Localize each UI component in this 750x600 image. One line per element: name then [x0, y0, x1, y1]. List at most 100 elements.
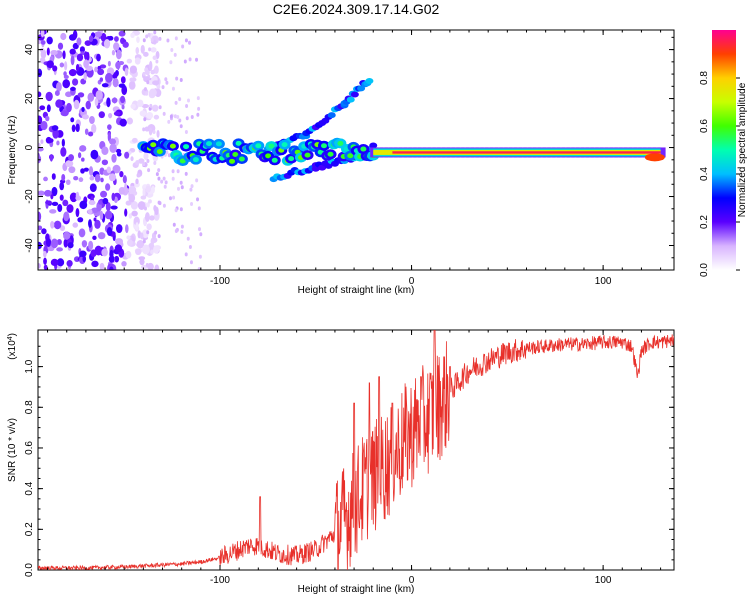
noise-cell — [148, 199, 152, 204]
noise-cell — [99, 64, 107, 69]
drift-cell — [327, 112, 336, 119]
noise-cell — [114, 255, 120, 263]
noise-cell — [119, 170, 124, 178]
noise-cell — [184, 130, 188, 135]
noise-cell — [38, 91, 42, 98]
noise-cell — [198, 254, 202, 259]
noise-cell — [183, 59, 187, 64]
noise-cell — [109, 138, 117, 145]
signal-cell — [150, 142, 157, 148]
noise-cell — [179, 207, 183, 212]
noise-cell — [122, 41, 129, 48]
noise-cell — [130, 201, 139, 210]
noise-cell — [50, 238, 59, 249]
noise-cell — [141, 103, 150, 109]
noise-cell — [40, 120, 48, 131]
noise-cell — [197, 266, 201, 270]
noise-cell — [171, 169, 175, 174]
noise-cell — [101, 248, 108, 257]
noise-cell — [179, 77, 183, 82]
noise-cell — [143, 117, 147, 122]
noise-cell — [130, 156, 134, 162]
noise-cell — [59, 62, 65, 68]
noise-cell — [163, 184, 167, 189]
signal-cell — [265, 153, 272, 159]
noise-cell — [43, 176, 48, 182]
signal-cell — [238, 156, 245, 162]
noise-cell — [135, 248, 142, 256]
noise-cell — [43, 264, 48, 270]
noise-cell — [157, 200, 161, 205]
noise-cell — [197, 227, 201, 232]
noise-cell — [38, 147, 44, 152]
noise-cell — [148, 60, 153, 71]
noise-cell — [146, 230, 150, 235]
noise-cell — [113, 42, 120, 51]
noise-cell — [99, 262, 105, 270]
noise-cell — [89, 175, 95, 181]
noise-cell — [138, 158, 145, 164]
drift-cell — [324, 162, 333, 169]
noise-cell — [158, 105, 162, 110]
noise-cell — [153, 30, 157, 35]
noise-cell — [62, 199, 69, 207]
noise-cell — [88, 240, 94, 251]
noise-cell — [149, 215, 155, 221]
noise-cell — [78, 228, 86, 238]
signal-cell — [281, 142, 288, 148]
noise-cell — [140, 257, 145, 263]
noise-cell — [56, 258, 65, 267]
noise-cell — [196, 197, 200, 202]
noise-cell — [81, 106, 85, 113]
noise-cell — [196, 112, 200, 117]
colorbar-tick-label: 0.8 — [699, 71, 710, 85]
noise-cell — [153, 245, 160, 254]
noise-cell — [70, 86, 76, 91]
noise-cell — [94, 219, 101, 229]
noise-cell — [180, 229, 184, 234]
signal-cell — [271, 157, 278, 163]
noise-cell — [190, 184, 194, 189]
noise-cell — [139, 232, 144, 240]
signal-cell — [215, 141, 222, 147]
noise-cell — [48, 138, 54, 143]
drift-cell — [350, 91, 359, 98]
noise-cell — [147, 168, 151, 173]
signal-cell — [255, 143, 262, 149]
noise-cell — [68, 154, 74, 162]
noise-cell — [59, 182, 65, 191]
noise-cell — [133, 216, 140, 226]
noise-cell — [67, 242, 74, 249]
noise-cell — [103, 39, 111, 49]
noise-cell — [150, 249, 154, 255]
noise-cell — [184, 38, 188, 43]
noise-cell — [156, 129, 160, 138]
noise-cell — [63, 71, 67, 77]
noise-cell — [167, 153, 171, 158]
snr-x-ticks: -100 0 100 — [47, 330, 662, 586]
noise-cell — [100, 177, 104, 183]
spectrogram-panel: -100 0 100 -40 -20 0 20 40 Height of straight … — [7, 29, 675, 296]
noise-cell — [146, 223, 152, 231]
noise-cell — [110, 205, 118, 210]
noise-cell — [165, 80, 169, 85]
noise-cell — [124, 151, 130, 159]
noise-cell — [147, 32, 151, 37]
noise-cell — [106, 166, 112, 174]
signal-cell — [232, 151, 239, 157]
noise-cell — [154, 230, 158, 235]
signal-cell — [183, 144, 190, 150]
noise-cell — [155, 172, 159, 177]
figure-title: C2E6.2024.309.17.14.G02 — [273, 1, 440, 17]
noise-cell — [186, 98, 190, 103]
noise-cell — [157, 234, 161, 239]
noise-cell — [88, 219, 92, 228]
noise-cell — [144, 212, 150, 222]
noise-cell — [45, 91, 53, 102]
noise-cell — [38, 154, 42, 164]
noise-cell — [140, 195, 147, 200]
noise-cell — [46, 47, 50, 56]
noise-cell — [164, 180, 168, 185]
noise-cell — [77, 92, 85, 98]
drift-cell — [357, 85, 366, 92]
